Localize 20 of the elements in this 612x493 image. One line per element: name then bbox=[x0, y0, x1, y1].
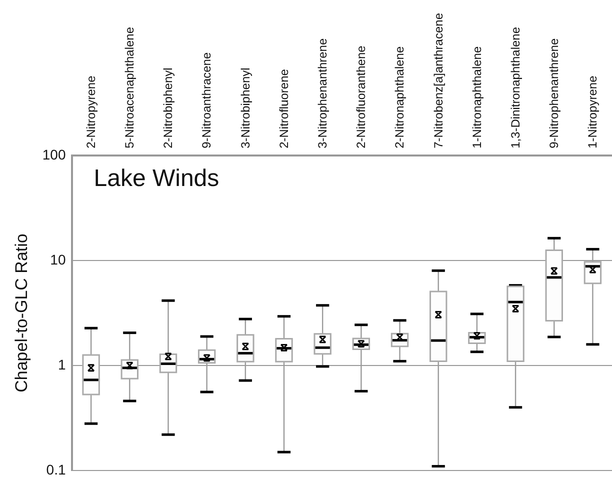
x-tick-label: 1-Nitronaphthalene bbox=[470, 46, 484, 148]
x-tick-label: 2-Nitronaphthalene bbox=[392, 46, 407, 148]
x-tick-label: 9-Nitroanthracene bbox=[200, 52, 214, 148]
y-tick-label: 10 bbox=[50, 251, 66, 268]
chart-title: Lake Winds bbox=[94, 165, 220, 192]
y-tick-label: 1 bbox=[58, 356, 66, 372]
x-tick-label: 3-Nitrophenanthrene bbox=[315, 38, 330, 148]
x-tick-label: 2-Nitropyrene bbox=[84, 75, 98, 148]
x-tick-label: 5-Nitroacenaphthalene bbox=[122, 26, 137, 148]
x-tick-label: 2-Nitrofluorene bbox=[276, 68, 291, 148]
x-tick-label: 2-Nitrobiphenyl bbox=[161, 68, 176, 148]
y-tick-label: 0.1 bbox=[46, 461, 66, 478]
x-tick-label: 7-Nitrobenz[a]anthracene bbox=[431, 12, 446, 148]
y-axis-title: Chapel-to-GLC Ratio bbox=[12, 234, 31, 392]
x-tick-label: 9-Nitrophenanthrene bbox=[547, 38, 562, 148]
y-tick-label: 100 bbox=[42, 146, 66, 162]
x-tick-label: 1-Nitropyrene bbox=[586, 75, 600, 148]
x-tick-label: 1,3-Dinitronaphthalene bbox=[508, 26, 522, 148]
x-tick-label: 2-Nitrofluoranthene bbox=[354, 45, 368, 148]
x-tick-label: 3-Nitrobiphenyl bbox=[238, 68, 252, 148]
